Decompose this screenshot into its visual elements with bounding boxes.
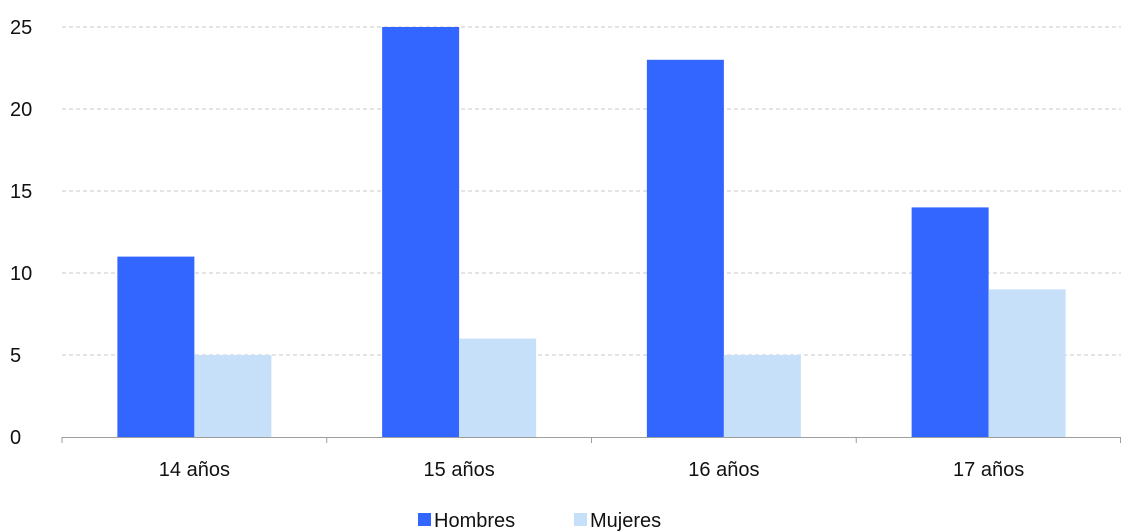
x-tick-label: 14 años <box>159 459 230 481</box>
bar-mujeres-1 <box>459 338 537 437</box>
y-tick-labels: 0 5 10 15 20 25 <box>10 17 32 449</box>
y-tick-label: 15 <box>10 181 32 203</box>
y-tick-label: 5 <box>10 345 21 367</box>
bars <box>117 27 1066 438</box>
bar-mujeres-3 <box>988 289 1066 437</box>
axes <box>61 437 1121 443</box>
bar-mujeres-2 <box>723 355 801 437</box>
y-tick-label: 10 <box>10 263 32 285</box>
bar-hombres-3 <box>911 207 989 437</box>
legend-label-hombres: Hombres <box>434 510 515 532</box>
x-tick-label: 15 años <box>424 459 495 481</box>
x-tick-label: 17 años <box>953 459 1024 481</box>
x-tick-label: 16 años <box>688 459 759 481</box>
y-tick-label: 0 <box>10 427 21 449</box>
legend-swatch-hombres <box>418 513 431 526</box>
y-tick-label: 25 <box>10 17 32 39</box>
bar-hombres-1 <box>382 27 460 437</box>
bar-hombres-0 <box>117 256 195 437</box>
legend: Hombres Mujeres <box>418 510 661 532</box>
x-tick-labels: 14 años 15 años 16 años 17 años <box>159 459 1024 481</box>
legend-label-mujeres: Mujeres <box>590 510 661 532</box>
bar-hombres-2 <box>646 59 724 438</box>
legend-swatch-mujeres <box>574 513 587 526</box>
y-tick-label: 20 <box>10 99 32 121</box>
bar-mujeres-0 <box>194 355 272 437</box>
